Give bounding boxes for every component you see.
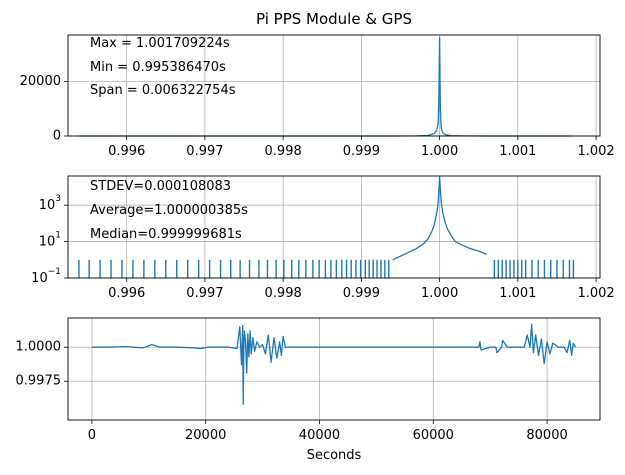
panel-1-max-label: Max = 1.001709224s xyxy=(90,36,230,51)
x-tick-label: 80000 xyxy=(526,428,567,443)
panel-2-stdev-label: STDEV=0.000108083 xyxy=(90,179,231,194)
x-tick-label: 1.000 xyxy=(421,144,458,159)
x-tick-label: 1.002 xyxy=(577,286,614,301)
x-tick-label: 0 xyxy=(88,428,96,443)
x-tick-label: 0.998 xyxy=(265,286,302,301)
y-tick-label: 10−1 xyxy=(31,267,61,286)
x-tick-label: 20000 xyxy=(185,428,226,443)
x-axis-label: Seconds xyxy=(307,448,362,463)
y-tick-label: 20000 xyxy=(20,74,61,89)
series-line xyxy=(392,176,487,261)
x-tick-label: 0.998 xyxy=(265,144,302,159)
x-tick-label: 1.000 xyxy=(421,286,458,301)
panel-2-median-label: Median=0.999999681s xyxy=(90,227,242,242)
panel-1-min-label: Min = 0.995386470s xyxy=(90,60,226,75)
y-tick-label: 1.0000 xyxy=(16,340,62,355)
y-tick-label: 101 xyxy=(39,231,61,250)
panel-1: 0.996 0.997 0.998 0.999 1.000 1.001 1.002 0 2000… xyxy=(20,34,615,159)
x-tick-label: 1.001 xyxy=(499,286,536,301)
panel-1-frame xyxy=(67,34,601,137)
panel-1-ticks: 0.996 0.997 0.998 0.999 1.000 1.001 1.002 0 2000… xyxy=(20,74,615,159)
panel-2-average-label: Average=1.000000385s xyxy=(90,203,248,218)
panel-3-ticks: 0 20000 40000 60000 80000 0.9975 1.0000 xyxy=(16,340,568,443)
panel-2: 0.996 0.997 0.998 0.999 1.000 1.001 1.002 10−1 1… xyxy=(31,175,615,301)
x-tick-label: 0.999 xyxy=(343,286,380,301)
x-tick-label: 1.001 xyxy=(499,144,536,159)
chart-title: Pi PPS Module & GPS xyxy=(256,10,412,28)
x-tick-label: 0.997 xyxy=(186,286,223,301)
panel-3-grid xyxy=(68,318,600,420)
x-tick-label: 40000 xyxy=(299,428,340,443)
y-tick-label: 0.9975 xyxy=(16,374,62,389)
x-tick-label: 0.996 xyxy=(108,144,145,159)
x-tick-label: 0.996 xyxy=(108,286,145,301)
panel-3: 0 20000 40000 60000 80000 0.9975 1.0000 Second… xyxy=(16,317,601,463)
series-line xyxy=(91,323,577,406)
panel-2-frame xyxy=(67,175,601,279)
panel-2-series xyxy=(78,176,575,278)
panel-2-ticks: 0.996 0.997 0.998 0.999 1.000 1.001 1.002 10−1 1… xyxy=(31,194,615,301)
y-tick-label: 0 xyxy=(53,129,61,144)
x-tick-label: 1.002 xyxy=(577,144,614,159)
x-tick-label: 0.997 xyxy=(186,144,223,159)
y-tick-label: 103 xyxy=(39,194,61,213)
x-tick-label: 60000 xyxy=(413,428,454,443)
panel-3-frame xyxy=(67,317,601,421)
panel-1-span-label: Span = 0.006322754s xyxy=(90,83,236,98)
x-tick-label: 0.999 xyxy=(343,144,380,159)
panel-3-series xyxy=(91,323,577,406)
